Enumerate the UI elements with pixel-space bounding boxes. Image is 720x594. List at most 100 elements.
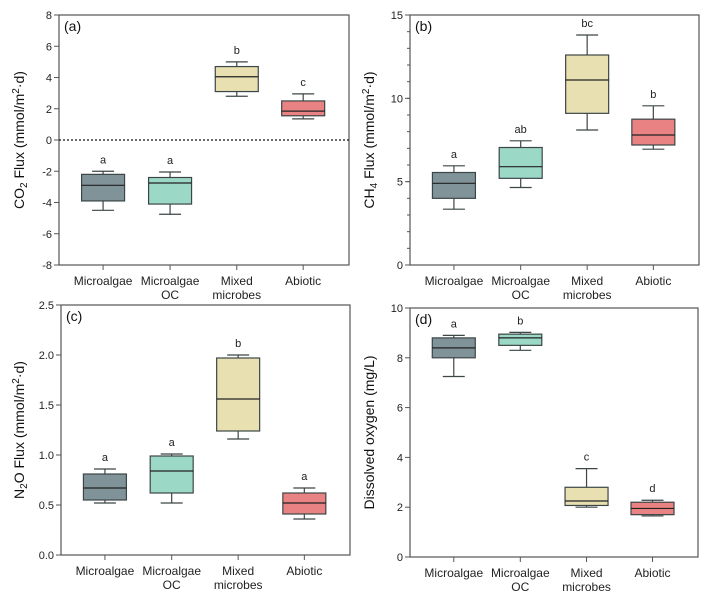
box-microalgae-oc: a bbox=[149, 437, 194, 504]
panel-a: 8 6 4 2 0 -2 -4 -6 -8 (a) CO2 Flux (mmol/m2·d) Micr… bbox=[11, 10, 350, 302]
x-category-label: Microalgae bbox=[141, 274, 200, 288]
y-tick-label: 0.5 bbox=[39, 500, 54, 512]
box-mixed-microbes: c bbox=[564, 452, 609, 508]
significance-letter: c bbox=[584, 452, 590, 464]
y-tick-label: 8 bbox=[46, 10, 52, 22]
panel-label: (b) bbox=[415, 18, 432, 34]
x-category-label: Microalgae bbox=[424, 566, 483, 580]
box-iqr bbox=[564, 486, 609, 507]
y-tick-label: 8 bbox=[397, 353, 403, 365]
y-tick-label: 4 bbox=[46, 73, 52, 85]
box-iqr bbox=[80, 173, 126, 202]
significance-letter: a bbox=[169, 437, 176, 449]
y-tick-label: 2 bbox=[46, 104, 52, 116]
y-tick-label: 0 bbox=[397, 552, 403, 564]
x-category-label: microbes bbox=[214, 578, 263, 592]
plot-frame bbox=[60, 304, 351, 556]
y-tick-label: 2.5 bbox=[39, 300, 54, 312]
x-category-label: OC bbox=[511, 580, 529, 594]
box-microalgae: a bbox=[80, 154, 126, 211]
significance-letter: ab bbox=[515, 124, 527, 136]
box-iqr bbox=[149, 455, 194, 494]
panel-d: 10 8 6 4 2 0 (d) Dissolved oxygen (mg/L) Microal… bbox=[361, 303, 699, 594]
y-tick-label: 2 bbox=[397, 502, 403, 514]
x-category-label: Mixed bbox=[222, 564, 254, 578]
y-axis-title: CO2 Flux (mmol/m2·d) bbox=[11, 71, 30, 209]
box-iqr bbox=[281, 100, 326, 117]
significance-letter: b bbox=[650, 89, 656, 101]
box-iqr bbox=[214, 65, 259, 93]
significance-letter: a bbox=[301, 471, 308, 483]
x-category-label: microbes bbox=[212, 288, 261, 302]
y-axis-title: N2O Flux (mmol/m2·d) bbox=[11, 361, 30, 499]
y-tick-label: 6 bbox=[46, 41, 52, 53]
x-category-label: Mixed bbox=[571, 566, 603, 580]
y-tick-label: 10 bbox=[391, 93, 403, 105]
y-tick-label: -4 bbox=[42, 198, 52, 210]
x-category-label: Abiotic bbox=[635, 274, 671, 288]
box-microalgae: a bbox=[82, 452, 128, 504]
y-tick-label: 1.0 bbox=[39, 450, 54, 462]
significance-letter: a bbox=[451, 149, 458, 161]
significance-letter: b bbox=[234, 45, 240, 57]
x-category-label: microbes bbox=[563, 288, 612, 302]
box-iqr bbox=[431, 171, 477, 199]
y-tick-label: 4 bbox=[397, 452, 403, 464]
x-category-label: Microalgae bbox=[142, 564, 201, 578]
box-mixed-microbes: bc bbox=[565, 18, 610, 131]
y-tick-label: 0 bbox=[46, 135, 52, 147]
box-iqr bbox=[498, 333, 543, 346]
x-category-label: Mixed bbox=[571, 274, 603, 288]
box-microalgae-oc: a bbox=[147, 155, 193, 215]
plot-frame bbox=[409, 14, 700, 266]
box-iqr bbox=[216, 357, 261, 432]
y-axis-title: Dissolved oxygen (mg/L) bbox=[361, 355, 377, 509]
box-abiotic: c bbox=[281, 77, 326, 120]
y-tick-label: -8 bbox=[42, 260, 52, 272]
y-tick-label: 5 bbox=[397, 177, 403, 189]
panel-b: 15 10 5 0 (b) CH4 Flux (mmol/m2·d) Microalgae M… bbox=[361, 10, 700, 302]
panel-c: 2.5 2.0 1.5 1.0 0.5 0.0 (c) N2O Flux (mmol/m2·d… bbox=[11, 300, 351, 592]
plot-frame bbox=[409, 307, 699, 558]
x-category-label: OC bbox=[163, 578, 181, 592]
significance-letter: a bbox=[167, 155, 174, 167]
x-category-label: Microalgae bbox=[491, 566, 550, 580]
x-category-label: Microalgae bbox=[425, 274, 484, 288]
x-category-label: Mixed bbox=[221, 274, 253, 288]
x-category-label: microbes bbox=[562, 580, 611, 594]
significance-letter: d bbox=[649, 483, 655, 495]
box-mixed-microbes: b bbox=[216, 338, 261, 440]
panel-label: (c) bbox=[66, 308, 82, 324]
x-category-label: Microalgae bbox=[74, 274, 133, 288]
y-tick-label: 1.5 bbox=[39, 400, 54, 412]
box-abiotic: a bbox=[282, 471, 327, 520]
y-tick-label: 2.0 bbox=[39, 350, 54, 362]
x-category-label: Abiotic bbox=[286, 564, 322, 578]
y-tick-label: 6 bbox=[397, 403, 403, 415]
x-category-label: Abiotic bbox=[285, 274, 321, 288]
box-iqr bbox=[82, 473, 128, 501]
significance-letter: a bbox=[102, 452, 109, 464]
significance-letter: c bbox=[300, 77, 306, 89]
x-category-label: Abiotic bbox=[634, 566, 670, 580]
y-tick-label: 0 bbox=[397, 260, 403, 272]
box-iqr bbox=[565, 54, 610, 114]
box-microalgae-oc: b bbox=[498, 315, 543, 351]
panel-label: (d) bbox=[415, 311, 432, 327]
box-microalgae-oc: ab bbox=[498, 124, 543, 189]
box-iqr bbox=[147, 176, 193, 205]
y-tick-label: 10 bbox=[391, 303, 403, 315]
y-tick-label: -6 bbox=[42, 229, 52, 241]
box-iqr bbox=[498, 146, 543, 179]
x-category-label: Microalgae bbox=[76, 564, 135, 578]
box-iqr bbox=[631, 118, 676, 146]
box-abiotic: b bbox=[631, 89, 676, 150]
y-axis-title: CH4 Flux (mmol/m2·d) bbox=[361, 71, 380, 208]
x-category-label: OC bbox=[161, 288, 179, 302]
significance-letter: a bbox=[451, 318, 458, 330]
significance-letter: b bbox=[517, 315, 523, 327]
y-tick-label: 0.0 bbox=[39, 550, 54, 562]
significance-letter: bc bbox=[581, 18, 593, 30]
x-category-label: OC bbox=[512, 288, 530, 302]
